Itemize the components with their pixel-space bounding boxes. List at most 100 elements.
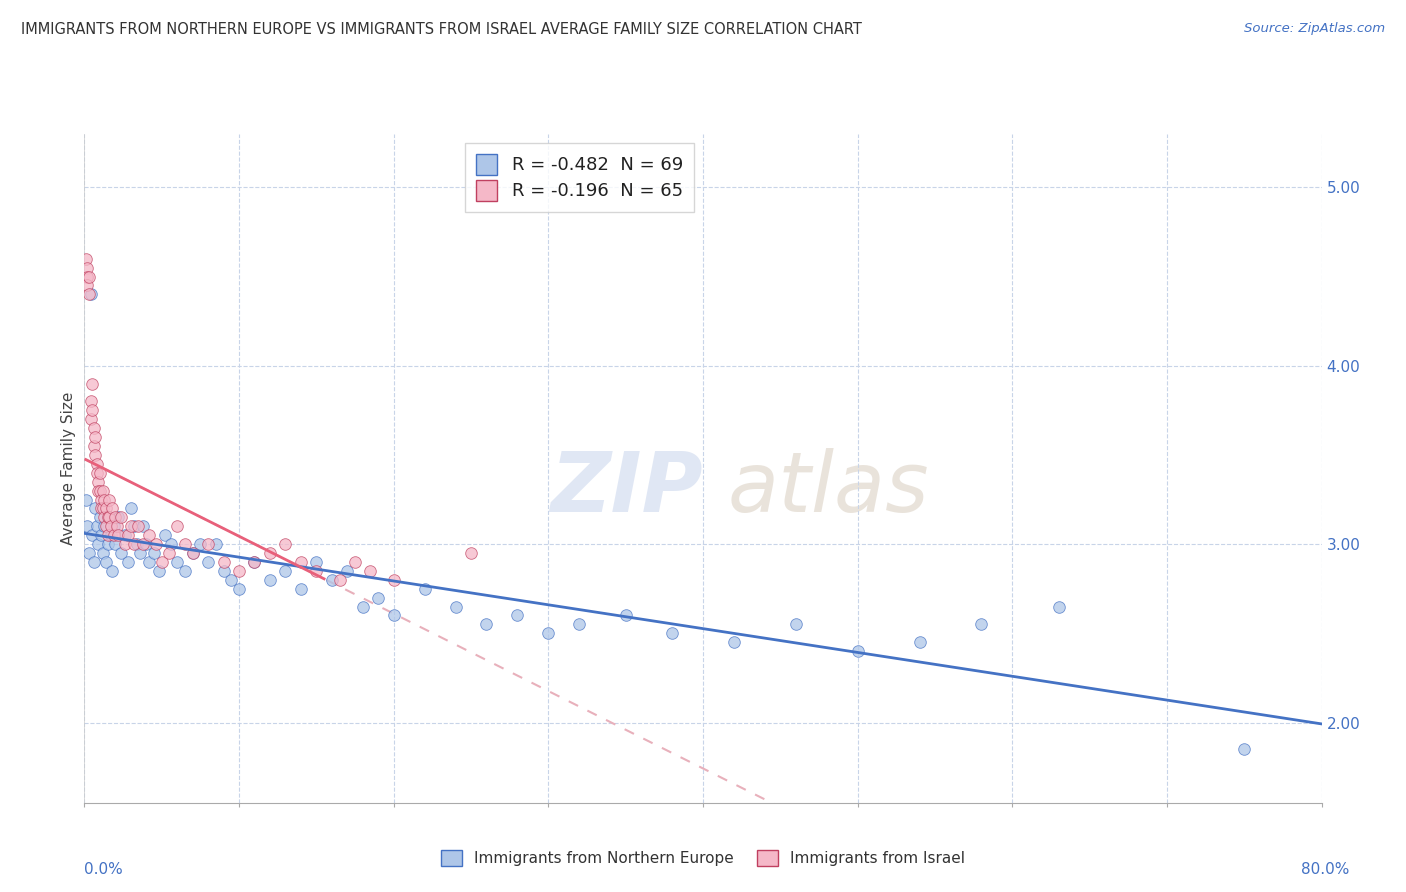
Point xyxy=(475,617,498,632)
Text: 0.0%: 0.0% xyxy=(84,863,124,877)
Point xyxy=(382,608,405,623)
Point xyxy=(290,582,312,596)
Point xyxy=(153,528,176,542)
Point xyxy=(91,501,114,516)
Point xyxy=(96,510,118,524)
Point xyxy=(274,537,297,551)
Point xyxy=(614,608,637,623)
Point xyxy=(138,528,160,542)
Point xyxy=(1233,742,1256,756)
Point xyxy=(1047,599,1070,614)
Point xyxy=(166,519,188,533)
Point xyxy=(87,475,110,489)
Point xyxy=(79,287,101,301)
Point xyxy=(79,412,101,426)
Point xyxy=(122,519,145,533)
Point xyxy=(84,448,107,462)
Point xyxy=(91,546,114,560)
Point xyxy=(274,564,297,578)
Point xyxy=(460,546,482,560)
Point xyxy=(104,510,127,524)
Point xyxy=(103,528,125,542)
Point xyxy=(127,519,149,533)
Point xyxy=(96,537,118,551)
Point xyxy=(110,546,132,560)
Point xyxy=(110,510,132,524)
Point xyxy=(76,278,98,293)
Point xyxy=(228,564,250,578)
Point xyxy=(328,573,352,587)
Point xyxy=(336,564,359,578)
Point xyxy=(75,252,97,266)
Point xyxy=(105,519,128,533)
Point xyxy=(87,483,110,498)
Point xyxy=(91,483,114,498)
Point xyxy=(382,573,405,587)
Point xyxy=(259,546,281,560)
Point xyxy=(132,519,155,533)
Point xyxy=(367,591,389,605)
Point xyxy=(76,519,98,533)
Point xyxy=(138,555,160,569)
Point xyxy=(212,564,235,578)
Point xyxy=(94,519,117,533)
Point xyxy=(90,501,112,516)
Point xyxy=(86,457,108,471)
Point xyxy=(84,430,107,444)
Point xyxy=(122,537,145,551)
Text: Source: ZipAtlas.com: Source: ZipAtlas.com xyxy=(1244,22,1385,36)
Point xyxy=(970,617,993,632)
Point xyxy=(305,564,328,578)
Point xyxy=(537,626,560,640)
Point xyxy=(785,617,807,632)
Point xyxy=(103,519,125,533)
Point xyxy=(143,546,166,560)
Point xyxy=(89,466,111,480)
Point xyxy=(290,555,312,569)
Point xyxy=(120,519,142,533)
Point xyxy=(100,519,122,533)
Point xyxy=(94,555,117,569)
Point xyxy=(352,599,374,614)
Point xyxy=(181,546,204,560)
Point xyxy=(181,546,204,560)
Point xyxy=(96,528,118,542)
Point xyxy=(150,555,173,569)
Point xyxy=(174,537,197,551)
Point xyxy=(117,555,139,569)
Point xyxy=(506,608,529,623)
Point xyxy=(75,492,97,507)
Point xyxy=(93,510,115,524)
Point xyxy=(89,483,111,498)
Point xyxy=(89,510,111,524)
Point xyxy=(243,555,266,569)
Point xyxy=(114,528,136,542)
Point xyxy=(135,537,157,551)
Y-axis label: Average Family Size: Average Family Size xyxy=(60,392,76,545)
Point xyxy=(76,269,98,284)
Point xyxy=(212,555,235,569)
Point xyxy=(83,555,105,569)
Point xyxy=(83,439,105,453)
Point xyxy=(444,599,467,614)
Point xyxy=(98,492,121,507)
Point xyxy=(101,564,124,578)
Point xyxy=(219,573,242,587)
Point xyxy=(90,492,112,507)
Point xyxy=(84,501,107,516)
Point xyxy=(87,537,110,551)
Point xyxy=(86,519,108,533)
Point xyxy=(166,555,188,569)
Point xyxy=(228,582,250,596)
Point xyxy=(107,510,129,524)
Point xyxy=(100,528,122,542)
Point xyxy=(305,555,328,569)
Point xyxy=(114,537,136,551)
Point xyxy=(77,269,100,284)
Point xyxy=(908,635,931,649)
Point xyxy=(197,537,219,551)
Point xyxy=(90,528,112,542)
Point xyxy=(661,626,683,640)
Point xyxy=(82,376,104,391)
Point xyxy=(723,635,745,649)
